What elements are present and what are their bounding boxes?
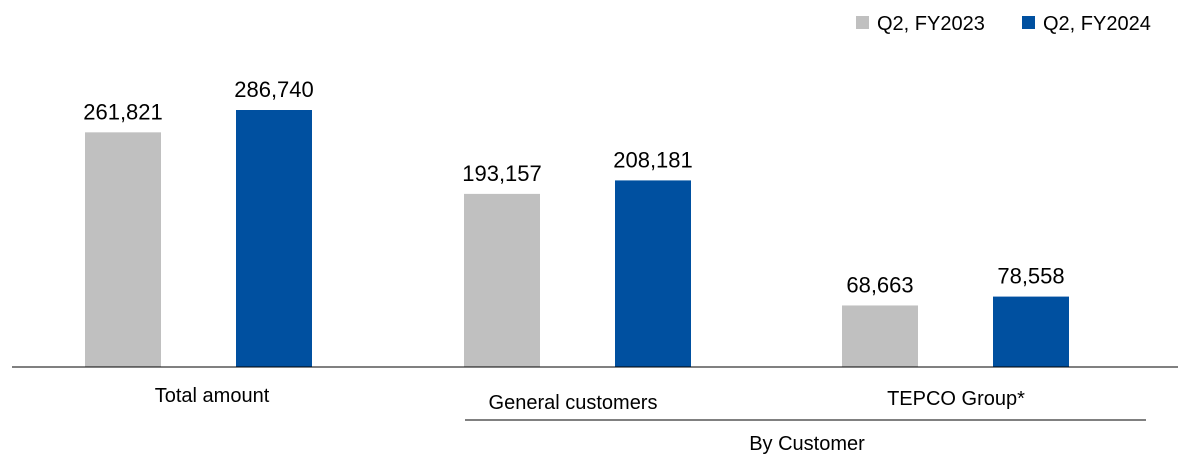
bar-general-customers-fy2023 xyxy=(464,193,540,367)
group-label-by-customer: By Customer xyxy=(749,433,865,455)
value-label-tepco-group-fy2023: 68,663 xyxy=(846,272,913,297)
category-label-tepco-group: TEPCO Group* xyxy=(887,388,1025,410)
value-label-general-customers-fy2024: 208,181 xyxy=(613,147,693,172)
legend: Q2, FY2023 Q2, FY2024 xyxy=(856,13,1151,35)
bar-general-customers-fy2024 xyxy=(615,180,691,367)
bar-total-amount-fy2023 xyxy=(85,132,161,367)
value-label-total-amount-fy2024: 286,740 xyxy=(234,77,314,102)
category-label-general-customers: General customers xyxy=(489,392,658,414)
legend-label-fy2023: Q2, FY2023 xyxy=(877,13,985,35)
category-label-total-amount: Total amount xyxy=(155,385,270,407)
bar-tepco-group-fy2024 xyxy=(993,296,1069,367)
legend-swatch-fy2024 xyxy=(1022,16,1035,29)
bar-total-amount-fy2024 xyxy=(236,110,312,367)
value-label-general-customers-fy2023: 193,157 xyxy=(462,161,542,186)
value-label-tepco-group-fy2024: 78,558 xyxy=(997,264,1064,289)
bar-tepco-group-fy2023 xyxy=(842,305,918,367)
legend-label-fy2024: Q2, FY2024 xyxy=(1043,13,1151,35)
legend-swatch-fy2023 xyxy=(856,16,869,29)
value-label-total-amount-fy2023: 261,821 xyxy=(83,99,163,124)
